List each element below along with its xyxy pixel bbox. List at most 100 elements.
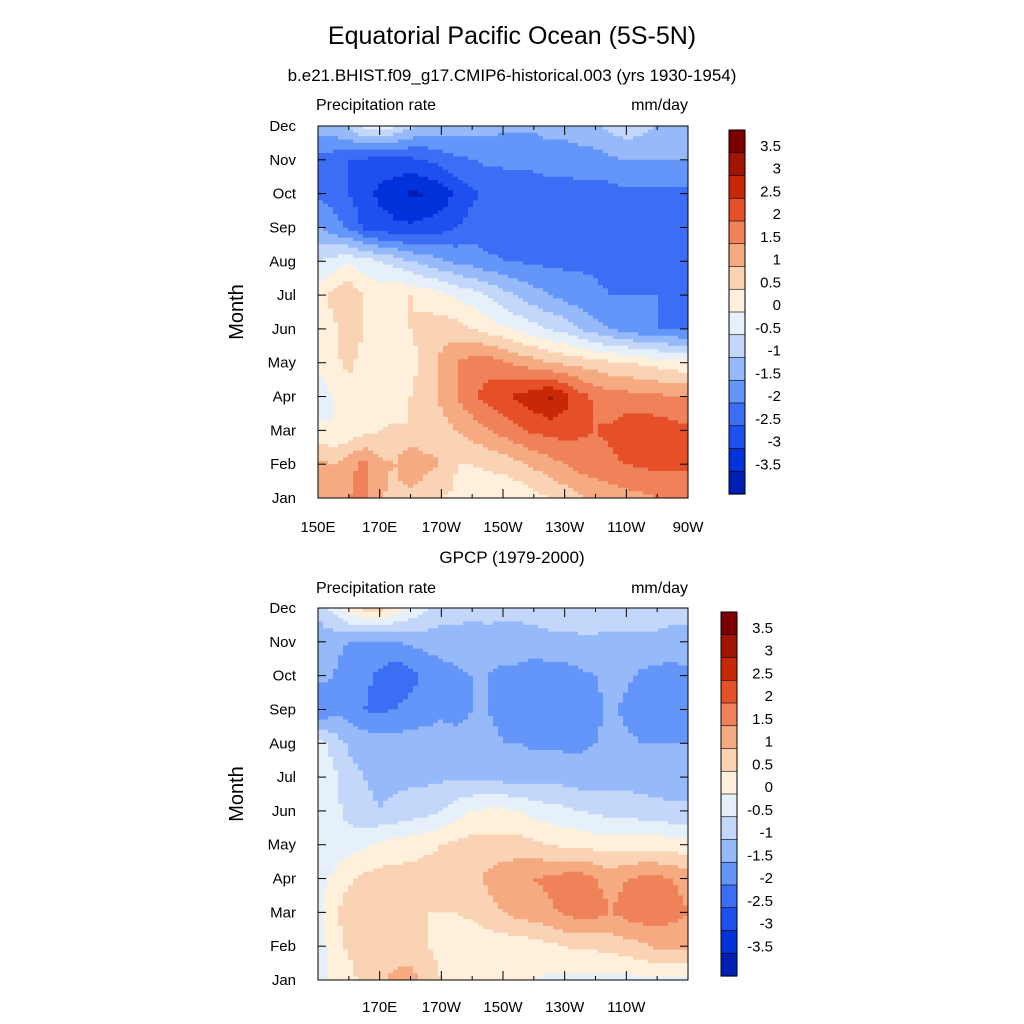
field-cell [478,291,484,296]
field-cell [348,295,354,300]
field-cell [673,328,679,333]
field-cell [423,129,429,134]
field-cell [363,352,369,357]
field-cell [463,207,469,212]
field-cell [683,210,688,215]
field-cell [518,325,524,330]
field-cell [468,126,474,130]
field-cell [633,240,639,245]
field-cell [428,186,434,191]
field-cell [423,261,429,266]
field-cell [653,284,659,289]
field-cell [603,254,609,259]
field-cell [338,257,344,262]
field-cell [423,169,429,174]
field-cell [483,308,489,313]
field-cell [633,301,639,306]
field-cell [413,217,419,222]
field-cell [428,322,434,327]
field-cell [358,227,364,232]
field-cell [503,169,509,174]
field-cell [398,227,404,232]
field-cell [663,169,669,174]
field-cell [373,345,379,350]
field-cell [608,301,614,306]
field-cell [488,230,494,235]
field-cell [663,142,669,147]
field-cell [673,173,679,178]
field-cell [318,224,324,229]
field-cell [428,278,434,283]
field-cell [628,180,634,185]
field-cell [488,146,494,151]
field-cell [388,295,394,300]
field-cell [398,163,404,168]
field-cell [598,322,604,327]
field-cell [593,213,599,218]
field-cell [653,288,659,293]
field-cell [483,298,489,303]
field-cell [633,146,639,151]
field-cell [533,224,539,229]
field-cell [448,142,454,147]
field-cell [678,349,684,354]
field-cell [573,247,579,252]
field-cell [638,224,644,229]
field-cell [613,224,619,229]
field-cell [318,315,324,320]
field-cell [533,234,539,239]
field-cell [458,163,464,168]
field-cell [528,268,534,273]
field-cell [658,142,664,147]
field-cell [348,153,354,158]
field-cell [573,126,579,130]
field-cell [473,146,479,151]
field-cell [613,213,619,218]
field-cell [388,159,394,164]
field-cell [373,312,379,316]
field-cell [553,271,559,276]
field-cell [343,301,349,306]
field-cell [668,278,674,283]
field-cell [648,244,654,249]
field-cell [533,332,539,337]
field-cell [483,278,489,283]
field-cell [543,169,549,174]
field-cell [378,342,384,347]
field-cell [568,146,574,151]
field-cell [318,207,324,212]
field-cell [428,230,434,235]
field-cell [668,146,674,151]
field-cell [518,230,524,235]
field-cell [448,335,454,340]
field-cell [433,230,439,235]
field-cell [608,230,614,235]
field-cell [468,237,474,242]
field-cell [408,247,414,252]
field-cell [533,193,539,198]
field-cell [568,234,574,239]
field-cell [463,193,469,198]
field-cell [318,213,324,218]
field-cell [633,142,639,147]
field-cell [453,136,459,141]
field-cell [363,284,369,289]
field-cell [668,244,674,249]
field-cell [513,305,519,310]
field-cell [638,251,644,256]
field-cell [468,332,474,337]
field-cell [383,190,389,195]
field-cell [513,342,519,347]
field-cell [553,257,559,262]
field-cell [648,183,654,188]
field-cell [603,193,609,198]
field-cell [323,254,329,259]
field-cell [523,278,529,283]
field-cell [343,335,349,340]
field-cell [413,291,419,296]
field-cell [358,186,364,191]
field-cell [588,332,594,337]
field-cell [588,234,594,239]
field-cell [348,197,354,201]
field-cell [323,173,329,178]
